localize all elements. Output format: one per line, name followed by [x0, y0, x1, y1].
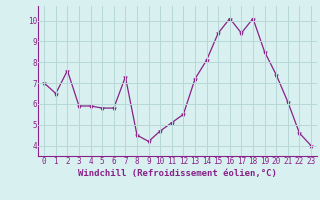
X-axis label: Windchill (Refroidissement éolien,°C): Windchill (Refroidissement éolien,°C)	[78, 169, 277, 178]
